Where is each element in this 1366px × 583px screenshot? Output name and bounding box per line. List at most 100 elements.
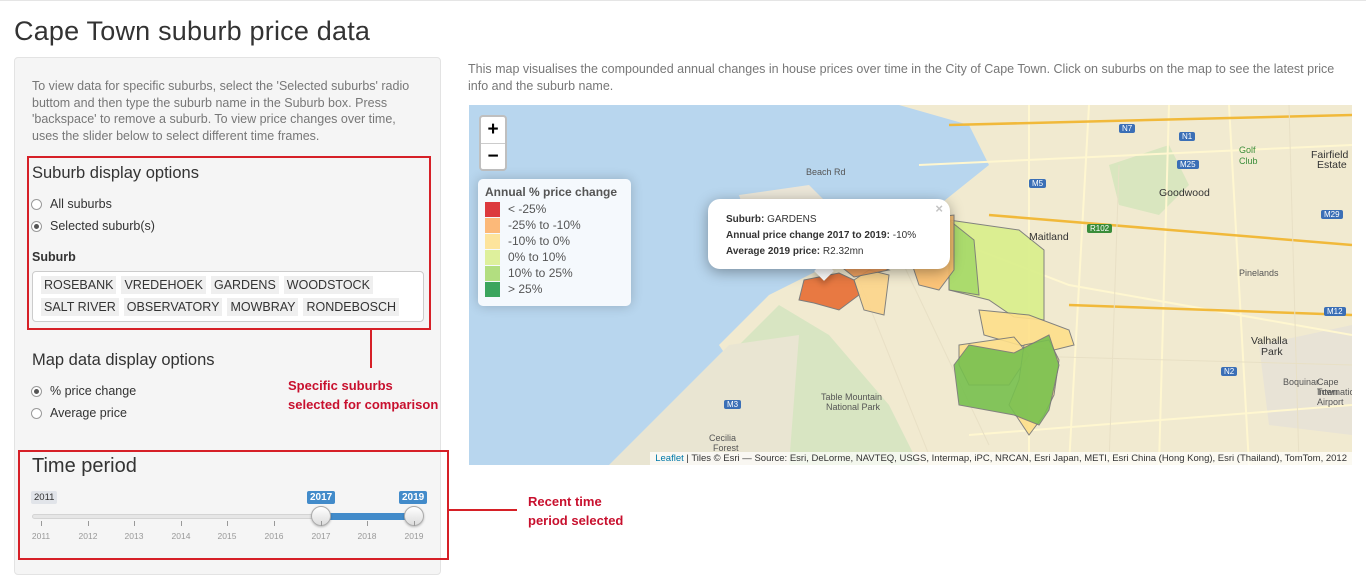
map-label-golf: Golf	[1239, 145, 1256, 155]
radio-price-change[interactable]: % price change	[31, 384, 136, 398]
route-shield-r102: R102	[1087, 224, 1113, 233]
suburb-chip[interactable]: SALT RIVER	[41, 298, 119, 316]
map-label-forest: Forest	[713, 443, 739, 453]
suburb-field-label: Suburb	[32, 250, 76, 264]
zoom-control: + −	[479, 115, 507, 171]
zoom-in-button[interactable]: +	[481, 117, 505, 144]
suburb-display-title: Suburb display options	[32, 164, 199, 182]
slider-tick-label: 2019	[404, 531, 424, 541]
legend-swatch	[485, 217, 500, 233]
suburb-popup: × Suburb: GARDENS Annual price change 20…	[708, 199, 950, 269]
slider-tick	[414, 521, 415, 526]
popup-price-value: R2.32mn	[822, 246, 864, 257]
slider-tick	[321, 521, 322, 526]
legend-swatch	[485, 249, 500, 265]
radio-icon[interactable]	[31, 407, 42, 419]
radio-checked-icon[interactable]	[31, 385, 42, 397]
map-label-maitland: Maitland	[1029, 231, 1069, 243]
map-legend: Annual % price change < -25% -25% to -10…	[478, 179, 631, 306]
suburb-annotation-line	[370, 330, 372, 368]
suburb-chip[interactable]: MOWBRAY	[227, 298, 299, 316]
suburb-chip[interactable]: GARDENS	[210, 276, 279, 294]
suburb-chip[interactable]: OBSERVATORY	[123, 298, 223, 316]
annotation-line-2: period selected	[528, 513, 624, 528]
route-shield-m25: M25	[1177, 160, 1199, 169]
legend-label: > 25%	[508, 282, 543, 296]
map-label-intl: Internatio	[1317, 387, 1352, 397]
leaflet-map[interactable]: Goodwood Maitland Fairfield Estate Valha…	[469, 105, 1352, 465]
map-label-beach-rd: Beach Rd	[806, 167, 846, 177]
time-annotation-line	[449, 509, 517, 511]
legend-label: -10% to 0%	[508, 234, 571, 248]
slider-min-label: 2011	[31, 491, 58, 504]
map-label-national-park: National Park	[826, 402, 881, 412]
map-display-title: Map data display options	[32, 351, 215, 369]
slider-tick-label: 2016	[264, 531, 284, 541]
map-label-park: Park	[1261, 346, 1283, 358]
legend-label: -25% to -10%	[508, 218, 581, 232]
route-shield-m12: M12	[1324, 307, 1346, 316]
slider-selected-range[interactable]	[321, 513, 414, 520]
map-label-club: Club	[1239, 156, 1258, 166]
legend-swatch	[485, 265, 500, 281]
slider-tick-label: 2012	[78, 531, 98, 541]
slider-tick	[41, 521, 42, 526]
radio-average-price[interactable]: Average price	[31, 406, 127, 420]
radio-all-suburbs[interactable]: All suburbs	[31, 197, 112, 211]
suburb-chip[interactable]: ROSEBANK	[41, 276, 117, 294]
map-attribution: Leaflet | Tiles © Esri — Source: Esri, D…	[650, 452, 1352, 465]
radio-label: All suburbs	[50, 197, 112, 211]
route-shield-m29: M29	[1321, 210, 1343, 219]
page-title: Cape Town suburb price data	[14, 16, 371, 46]
legend-title: Annual % price change	[485, 185, 618, 199]
legend-swatch	[485, 201, 500, 217]
legend-item: 10% to 25%	[485, 265, 624, 281]
radio-selected-suburbs[interactable]: Selected suburb(s)	[31, 219, 155, 233]
radio-icon[interactable]	[31, 198, 42, 210]
time-annotation-text: Recent time period selected	[528, 492, 623, 530]
radio-checked-icon[interactable]	[31, 220, 42, 232]
popup-change-key: Annual price change 2017 to 2019:	[726, 230, 890, 241]
slider-tick-label: 2015	[217, 531, 237, 541]
suburb-select-input[interactable]: ROSEBANK VREDEHOEK GARDENS WOODSTOCK SAL…	[32, 271, 424, 322]
zoom-out-button[interactable]: −	[487, 146, 499, 167]
suburb-chip[interactable]: VREDEHOEK	[121, 276, 206, 294]
legend-label: 10% to 25%	[508, 266, 573, 280]
legend-label: < -25%	[508, 202, 547, 216]
suburb-chip[interactable]: WOODSTOCK	[283, 276, 373, 294]
map-label-fairfield: Fairfield	[1311, 149, 1349, 161]
legend-item: 0% to 10%	[485, 249, 624, 265]
map-label-goodwood: Goodwood	[1159, 187, 1210, 199]
route-shield-n7: N7	[1119, 124, 1136, 133]
radio-label: Average price	[50, 406, 127, 420]
radio-label: Selected suburb(s)	[50, 219, 155, 233]
legend-swatch	[485, 281, 500, 297]
popup-change-value: -10%	[892, 230, 917, 241]
annotation-line-1: Recent time	[528, 494, 602, 509]
slider-tick	[227, 521, 228, 526]
map-label-estate: Estate	[1317, 159, 1347, 171]
route-shield-n2: N2	[1221, 367, 1238, 376]
slider-tick	[134, 521, 135, 526]
attribution-text: | Tiles © Esri — Source: Esri, DeLorme, …	[683, 453, 1347, 464]
annotation-line-1: Specific suburbs	[288, 378, 393, 393]
slider-to-label: 2019	[399, 491, 428, 504]
close-icon[interactable]: ×	[935, 201, 943, 216]
suburb-chip[interactable]: RONDEBOSCH	[303, 298, 400, 316]
time-annotation-box	[18, 450, 449, 560]
popup-change-row: Annual price change 2017 to 2019: -10%	[726, 228, 932, 244]
slider-tick-label: 2018	[357, 531, 377, 541]
top-border	[0, 0, 1366, 1]
popup-price-row: Average 2019 price: R2.32mn	[726, 244, 932, 260]
map-label-valhalla: Valhalla	[1251, 335, 1288, 347]
popup-suburb-value: GARDENS	[767, 214, 817, 225]
route-shield-m3: M3	[724, 400, 742, 409]
slider-tick-label: 2013	[124, 531, 144, 541]
leaflet-link[interactable]: Leaflet	[655, 453, 684, 464]
map-label-airport: Airport	[1317, 397, 1344, 407]
slider-tick-label: 2011	[31, 531, 51, 541]
slider-tick	[181, 521, 182, 526]
map-tiles	[609, 105, 1352, 465]
legend-item: -25% to -10%	[485, 217, 624, 233]
slider-tick	[88, 521, 89, 526]
